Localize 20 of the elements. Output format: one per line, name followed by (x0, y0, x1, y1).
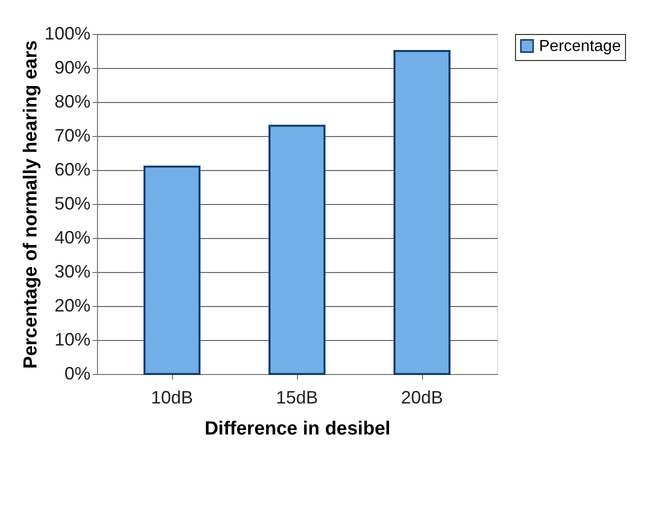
x-axis-title: Difference in desibel (204, 418, 390, 440)
y-tick-label: 10% (54, 330, 90, 350)
x-tick-label: 10dB (150, 388, 194, 408)
y-tick-label: 0% (64, 364, 90, 384)
y-tick-label: 60% (54, 160, 90, 180)
y-tick-label: 70% (54, 126, 90, 146)
bar (268, 124, 326, 375)
y-axis-title: Percentage of normally hearing ears (20, 40, 42, 369)
y-tick-label: 40% (54, 228, 90, 248)
y-tick-label: 20% (54, 296, 90, 316)
x-tick-label: 15dB (276, 388, 318, 408)
y-tick-label: 50% (54, 194, 90, 214)
y-tick-label: 30% (54, 262, 90, 282)
x-tick-label: 20dB (400, 388, 444, 408)
y-tick-label: 90% (54, 58, 90, 78)
y-tick-label: 80% (54, 92, 90, 112)
bar (394, 50, 450, 375)
legend-label: Percentage (539, 38, 621, 55)
bar (144, 166, 200, 375)
y-tick-label: 100% (44, 24, 90, 44)
